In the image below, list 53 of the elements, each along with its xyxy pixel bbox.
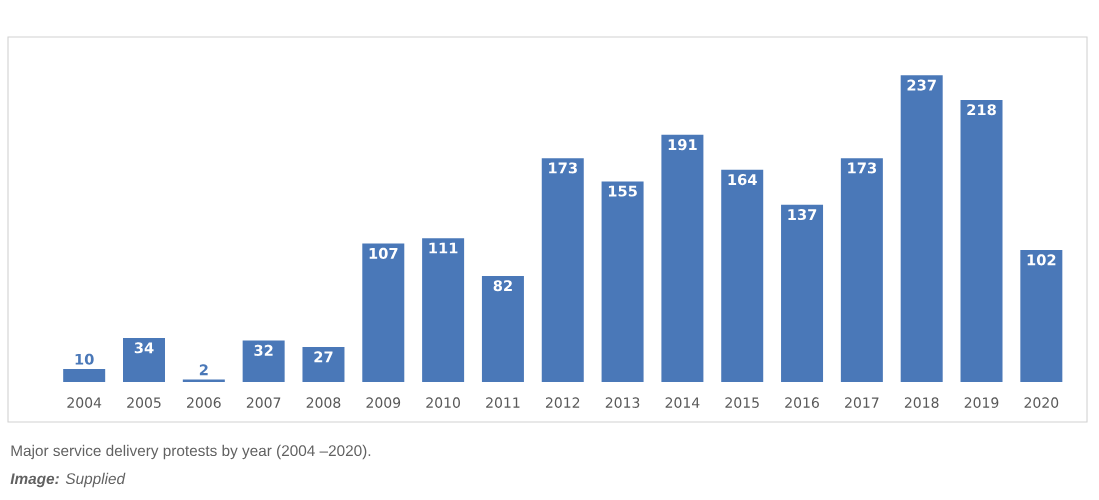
data-label: 164: [728, 174, 757, 186]
bar: [123, 338, 165, 382]
data-label: 155: [608, 185, 637, 197]
data-label: 218: [967, 104, 996, 116]
x-tick-label: 2010: [426, 397, 460, 408]
data-label: 2: [199, 364, 208, 376]
bar: [242, 340, 285, 382]
bar: [63, 369, 106, 382]
x-tick-label: 2005: [127, 397, 161, 408]
x-tick-label: 2018: [904, 397, 939, 408]
data-label: 173: [848, 162, 877, 174]
x-tick-label: 2016: [785, 397, 819, 408]
x-tick-label: 2004: [67, 397, 102, 408]
x-tick-label: 2013: [605, 397, 640, 408]
bar: [721, 169, 764, 382]
bar: [481, 275, 524, 382]
text: Image: Supplied: [10, 472, 126, 488]
bar: [422, 238, 465, 382]
data-label: 111: [429, 242, 458, 254]
x-tick-label: 2011: [486, 397, 520, 408]
text: Major service delivery protests by year (2004 –2020).: [11, 444, 371, 460]
x-tick-label: 2012: [545, 397, 580, 408]
x-tick-label: 2009: [366, 397, 401, 408]
x-tick-label: 2019: [964, 397, 999, 408]
x-tick-label: 2017: [845, 397, 879, 408]
x-tick-label: 2014: [665, 397, 700, 408]
data-label: 27: [314, 351, 333, 363]
x-tick-label: 2020: [1024, 397, 1059, 408]
bar: [302, 347, 345, 382]
data-label: 102: [1027, 254, 1056, 266]
x-tick-label: 2007: [246, 397, 281, 408]
bar: [900, 75, 943, 382]
bar: [541, 158, 584, 382]
data-label: 107: [369, 247, 398, 259]
data-label: 137: [788, 209, 817, 221]
bar: [840, 158, 883, 382]
bar: [1020, 250, 1063, 382]
data-label: 82: [493, 280, 512, 292]
bar: [601, 181, 644, 382]
x-tick-label: 2006: [187, 397, 221, 408]
data-label: 191: [668, 139, 697, 151]
data-label: 32: [254, 344, 273, 356]
bar: [362, 243, 405, 382]
bar: [781, 204, 824, 382]
bar: [960, 99, 1003, 382]
bar: [182, 379, 225, 382]
x-tick-label: 2008: [306, 397, 341, 408]
data-label: 10: [75, 353, 94, 365]
x-tick-label: 2015: [725, 397, 759, 408]
data-label: 173: [549, 162, 577, 174]
data-label: 34: [134, 342, 154, 354]
data-label: 237: [907, 79, 936, 91]
bar: [661, 134, 704, 382]
